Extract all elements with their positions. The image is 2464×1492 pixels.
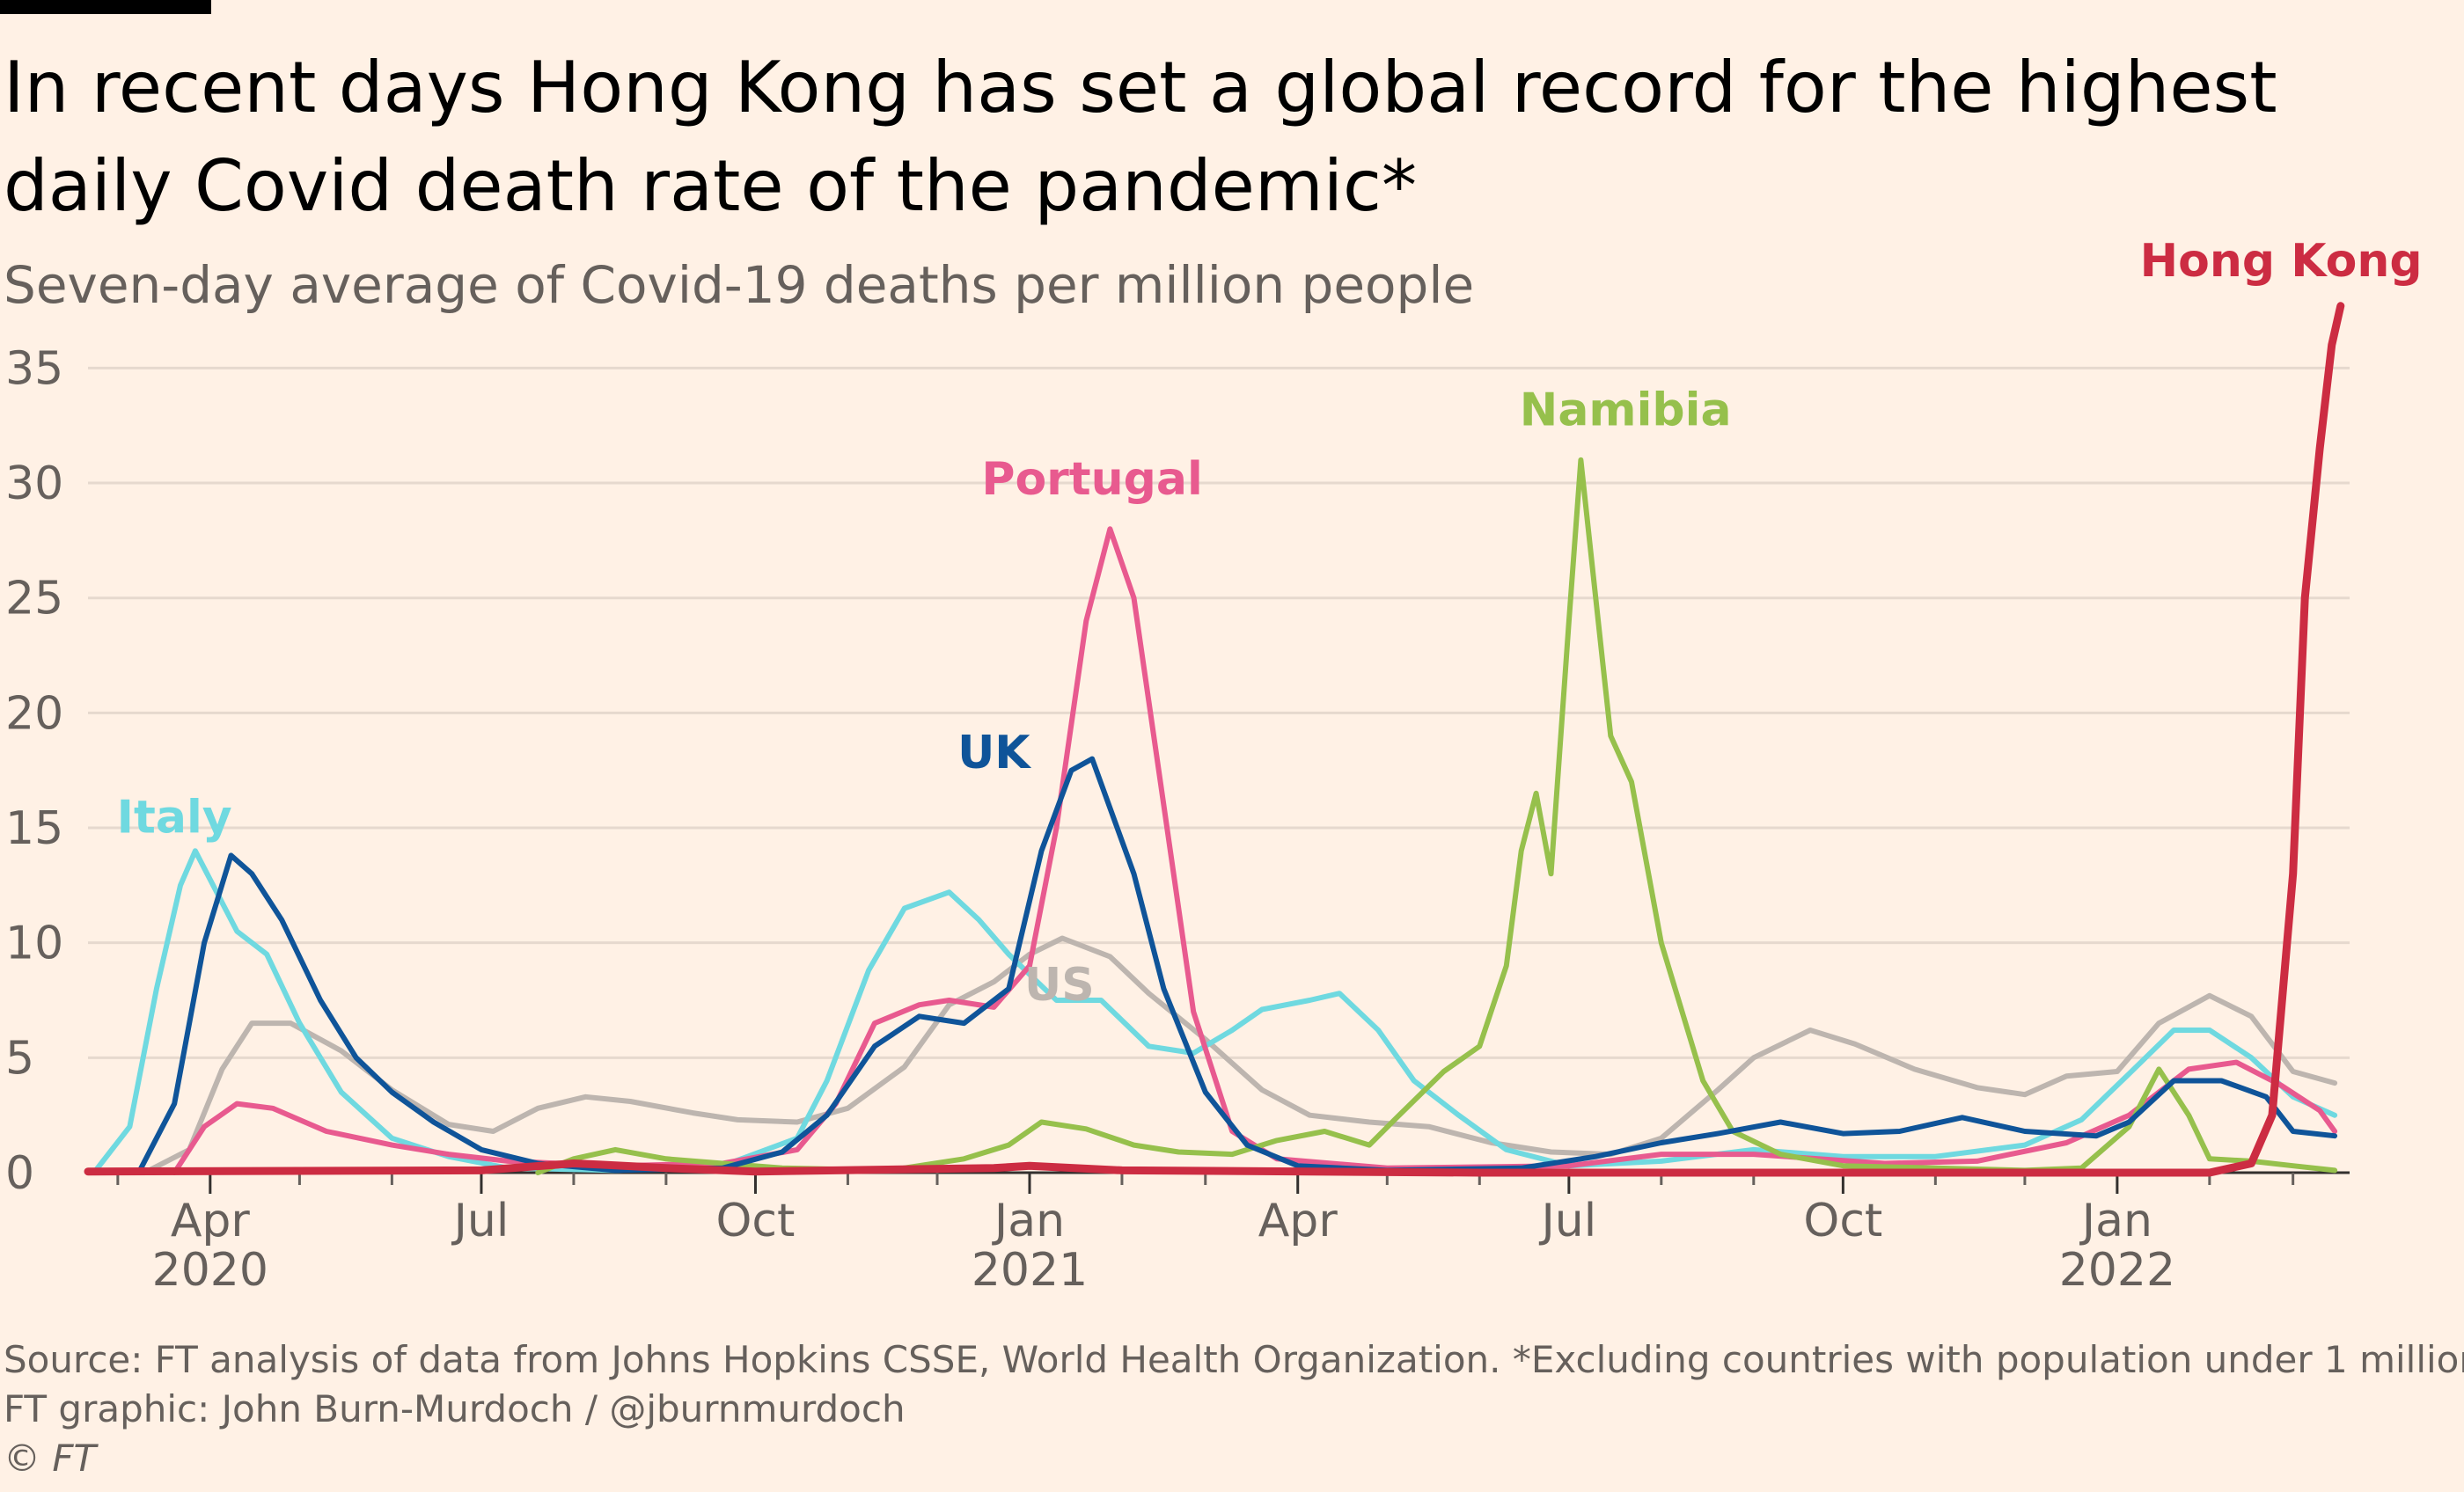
chart-title: In recent days Hong Kong has set a globa… — [4, 47, 2277, 227]
series-line-portugal — [172, 526, 2338, 1175]
series-labels: US Italy Portugal Namibia UK Hong Kong — [117, 235, 2423, 1012]
y-axis: 0 5 10 15 20 25 30 35 — [5, 342, 63, 1200]
series-label-uk: UK — [957, 727, 1031, 779]
y-tick-label: 10 — [5, 918, 63, 970]
series-lines — [84, 302, 2345, 1177]
x-year-label: 2021 — [972, 1244, 1088, 1297]
y-tick-label: 0 — [5, 1147, 34, 1200]
series-label-us: US — [1024, 959, 1095, 1012]
series-label-italy: Italy — [117, 791, 232, 844]
y-tick-label: 20 — [5, 687, 63, 740]
chart-footer: Source: FT analysis of data from Johns H… — [4, 1335, 2464, 1483]
y-tick-label: 30 — [5, 457, 63, 510]
source-note: Source: FT analysis of data from Johns H… — [4, 1338, 2464, 1381]
chart-subtitle: Seven-day average of Covid-19 deaths per… — [4, 255, 1475, 315]
y-tick-label: 25 — [5, 573, 63, 625]
x-year-label: 2020 — [152, 1244, 268, 1297]
x-tick-label: Jan — [2079, 1195, 2152, 1247]
y-tick-label: 35 — [5, 342, 63, 395]
series-line-namibia — [535, 457, 2338, 1175]
series-line-italy — [91, 848, 2338, 1175]
gridlines — [88, 366, 2350, 1059]
ft-top-bar — [0, 0, 211, 14]
series-label-namibia: Namibia — [1520, 384, 1732, 437]
x-tick-label: Jul — [1538, 1195, 1596, 1247]
series-label-hong-kong: Hong Kong — [2140, 235, 2423, 288]
x-tick-label: Jul — [451, 1195, 510, 1247]
x-tick-label: Jan — [992, 1195, 1065, 1247]
series-label-portugal: Portugal — [981, 453, 1203, 506]
y-tick-label: 15 — [5, 802, 63, 855]
y-tick-label: 5 — [5, 1032, 34, 1085]
series-line-uk — [136, 756, 2338, 1175]
graphic-credit: FT graphic: John Burn-Murdoch / @jburnmu… — [4, 1387, 906, 1430]
series-line-hong-kong — [84, 302, 2345, 1177]
x-tick-label: Oct — [716, 1195, 796, 1247]
x-tick-label: Apr — [1258, 1195, 1338, 1247]
copyright: © FT — [4, 1437, 97, 1480]
x-tick-label: Oct — [1803, 1195, 1882, 1247]
x-tick-label: Apr — [171, 1195, 251, 1247]
x-year-label: 2022 — [2059, 1244, 2175, 1297]
